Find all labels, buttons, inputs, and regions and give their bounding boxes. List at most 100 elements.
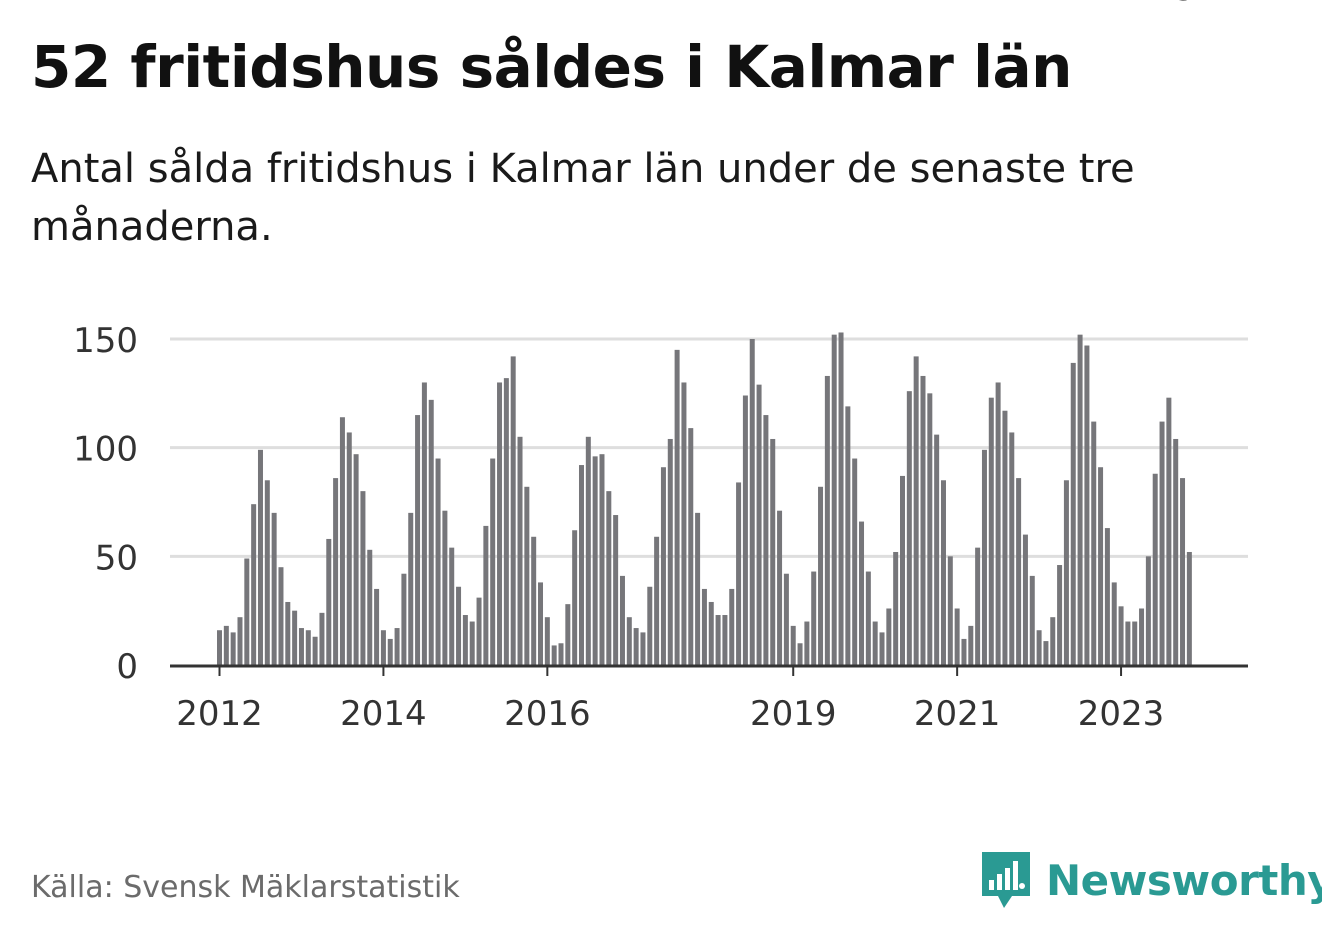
bar bbox=[490, 458, 496, 665]
bar bbox=[1159, 421, 1165, 665]
bar bbox=[831, 334, 837, 665]
chart-subtitle: Antal sålda fritidshus i Kalmar län unde… bbox=[31, 146, 1135, 250]
bar bbox=[961, 638, 967, 665]
bar bbox=[251, 504, 257, 665]
bar bbox=[900, 475, 905, 665]
bar bbox=[292, 610, 298, 665]
bar bbox=[346, 432, 352, 665]
bar bbox=[954, 608, 960, 665]
bar bbox=[565, 604, 571, 665]
bar bbox=[1180, 478, 1186, 665]
bar bbox=[1036, 630, 1042, 665]
bar bbox=[893, 551, 899, 665]
bar bbox=[339, 417, 345, 665]
bar bbox=[524, 486, 530, 665]
bar bbox=[736, 482, 742, 665]
bar bbox=[380, 630, 386, 665]
bar bbox=[271, 512, 277, 665]
bar bbox=[333, 478, 339, 665]
bar bbox=[797, 643, 803, 665]
bar bbox=[626, 617, 632, 665]
bar bbox=[968, 625, 974, 665]
bar bbox=[995, 382, 1001, 665]
bar bbox=[503, 378, 509, 665]
bar bbox=[599, 454, 605, 665]
bar bbox=[1077, 334, 1083, 665]
bar bbox=[906, 391, 912, 665]
bar bbox=[401, 573, 407, 665]
bar bbox=[770, 438, 776, 665]
bar bbox=[742, 395, 748, 665]
bar bbox=[981, 449, 987, 665]
bar bbox=[1145, 556, 1151, 665]
bar bbox=[1022, 534, 1028, 665]
bar bbox=[428, 399, 434, 665]
x-tick-label-2023: 2023 bbox=[1078, 694, 1165, 734]
bar bbox=[660, 467, 666, 665]
bar bbox=[1084, 345, 1090, 665]
bar bbox=[223, 625, 229, 665]
bar bbox=[1009, 432, 1015, 665]
bar bbox=[818, 486, 824, 665]
bar bbox=[483, 525, 489, 665]
bar bbox=[1002, 410, 1008, 665]
bar bbox=[988, 397, 994, 665]
bar bbox=[783, 573, 789, 665]
bar bbox=[1111, 582, 1117, 665]
bar bbox=[387, 638, 393, 665]
bar bbox=[845, 406, 851, 665]
bar bbox=[544, 617, 550, 665]
x-tick-label-2021: 2021 bbox=[914, 694, 1001, 734]
bar bbox=[278, 567, 284, 665]
bar bbox=[462, 615, 468, 665]
bar bbox=[257, 449, 263, 665]
bar bbox=[217, 630, 222, 665]
source-note: Källa: Svensk Mäklarstatistik bbox=[31, 870, 460, 905]
bar bbox=[852, 458, 858, 665]
bar bbox=[619, 575, 625, 665]
bar bbox=[285, 601, 291, 665]
bar bbox=[360, 491, 366, 665]
bar bbox=[237, 617, 243, 665]
bar bbox=[1070, 362, 1076, 665]
bar bbox=[654, 536, 660, 665]
bar bbox=[394, 628, 400, 665]
bar bbox=[824, 375, 830, 665]
callout-label: 52 bbox=[1175, 0, 1218, 9]
bar bbox=[1139, 608, 1145, 665]
bar bbox=[264, 480, 270, 665]
bar bbox=[879, 632, 885, 665]
bar bbox=[305, 630, 311, 665]
bar bbox=[469, 621, 475, 665]
bar bbox=[1029, 575, 1035, 665]
bar bbox=[667, 438, 673, 665]
bar bbox=[374, 588, 380, 665]
bar bbox=[585, 436, 591, 665]
x-tick-label-2014: 2014 bbox=[340, 694, 427, 734]
y-tick-label-150: 150 bbox=[73, 321, 138, 361]
bar bbox=[1166, 397, 1172, 665]
bar bbox=[763, 415, 769, 665]
bar bbox=[804, 621, 810, 665]
callout-background bbox=[1170, 0, 1223, 42]
bar bbox=[244, 558, 250, 665]
bar bbox=[606, 491, 612, 665]
bar bbox=[435, 458, 441, 665]
x-tick-label-2012: 2012 bbox=[176, 694, 263, 734]
bar bbox=[326, 538, 332, 665]
bar bbox=[1050, 617, 1056, 665]
bar bbox=[872, 621, 878, 665]
bar bbox=[442, 510, 448, 665]
x-tick-label-2019: 2019 bbox=[750, 694, 837, 734]
bar bbox=[421, 382, 427, 665]
bar bbox=[1173, 438, 1179, 665]
bar bbox=[298, 628, 304, 665]
bar bbox=[934, 434, 940, 665]
bar bbox=[578, 465, 584, 665]
bar bbox=[688, 428, 694, 665]
bar bbox=[230, 632, 236, 665]
bar bbox=[647, 586, 653, 665]
bar bbox=[1091, 421, 1097, 665]
bar bbox=[353, 454, 359, 665]
bar bbox=[749, 339, 755, 665]
